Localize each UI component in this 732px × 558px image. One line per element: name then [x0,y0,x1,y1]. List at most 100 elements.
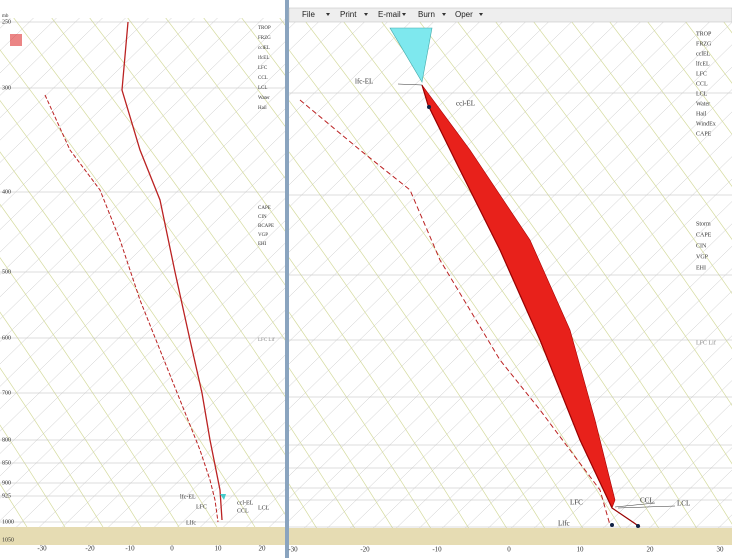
point [636,524,640,528]
isotherm [0,18,103,119]
sidebar-item: lfcEL [696,60,710,67]
adiabat [305,22,670,545]
isotherm [0,175,285,454]
isotherm [309,133,732,545]
sidebar-item: LFC [696,71,707,77]
isotherm [470,290,732,545]
annotation: LCL [258,505,270,511]
temp-label: -20 [85,545,95,553]
isotherm [447,268,732,545]
menu-item[interactable]: Burn [418,10,435,19]
adiabat [165,18,285,179]
isotherm [289,44,732,477]
isotherm [289,22,618,342]
temp-label: -10 [125,545,135,553]
sidebar-item: CAPE [696,131,712,137]
sidebar-item: Water [258,96,270,101]
isotherm [0,18,149,163]
isotherm [289,22,526,253]
adiabat [495,22,732,350]
pressure-label: 800 [2,437,11,443]
divider [285,0,289,558]
adiabat [647,22,732,135]
dropdown-arrow[interactable] [402,13,406,16]
adiabat [289,257,480,545]
isotherm [0,153,285,432]
isotherm [0,18,195,208]
temp-label: 20 [259,545,267,553]
adiabat [0,203,229,545]
annotation: ccl-EL [456,100,475,108]
adiabat [0,49,285,456]
menu-item[interactable]: Oper [455,10,473,19]
isotherm [289,22,572,298]
menu-item[interactable]: File [302,10,315,19]
dropdown-arrow[interactable] [442,13,446,16]
isotherm [355,178,732,545]
sidebar-item: Hail [258,106,267,111]
ground [0,527,285,545]
isotherm [0,18,126,141]
icon[interactable] [10,34,22,46]
adiabat [51,18,285,341]
adiabat [289,99,594,545]
adiabat [0,424,77,545]
temp-label: -30 [288,546,298,554]
isotherm [585,402,732,545]
adiabat [289,311,442,545]
dropdown-arrow[interactable] [326,13,330,16]
sidebar-item: LCL [258,86,267,91]
unit-label: mb [2,14,9,19]
isotherm [289,22,503,231]
isotherm [89,354,285,545]
annotation: Llfc [186,519,196,526]
adiabat [0,99,285,515]
sidebar-item: VGP [258,233,268,238]
adiabat [89,18,285,286]
isotherm [289,22,411,141]
annotation: lfc-EL [180,493,196,500]
isotherm [378,201,732,545]
note: LFC Lif [258,338,275,343]
pressure-label: 850 [2,460,11,466]
isotherm [181,444,285,545]
isotherm [608,424,732,545]
sidebar-item: FRZG [258,36,271,41]
adiabat [0,257,191,545]
adiabat [289,49,632,545]
menu-item[interactable]: E-mail [378,10,401,19]
menu-item[interactable]: Print [340,10,357,19]
isotherm [0,19,285,298]
isotherm [289,22,365,96]
menu-bar [288,7,732,23]
sidebar-item: cclEL [696,51,711,57]
adiabat [533,22,732,295]
isotherm [0,108,285,387]
adiabat [609,22,732,187]
isotherm [539,357,732,545]
sidebar-item: CIN [258,215,267,220]
adiabat [289,367,404,545]
isotherm [112,377,285,545]
pressure-label: 600 [2,335,11,341]
annotation: LCL [677,500,690,508]
sidebar-item: lfcEL [258,56,269,61]
isotherm [0,63,285,342]
isotherm [289,22,480,208]
isotherm [289,22,549,275]
adiabat [571,22,732,240]
dropdown-arrow[interactable] [364,13,368,16]
dropdown-arrow[interactable] [479,13,483,16]
isotherm [289,22,388,119]
sidebar-item: EHI [258,242,267,247]
isotherm [516,335,732,545]
sidebar-item: Storm [696,221,711,227]
sidebar-item: CAPE [258,206,271,211]
sidebar-item: WindEx [696,121,716,127]
sidebar-item: Water [696,101,710,107]
sidebar-item: BCAPE [258,224,274,229]
temperature-line [421,84,641,528]
isotherm [0,18,264,275]
isotherm [424,245,732,545]
